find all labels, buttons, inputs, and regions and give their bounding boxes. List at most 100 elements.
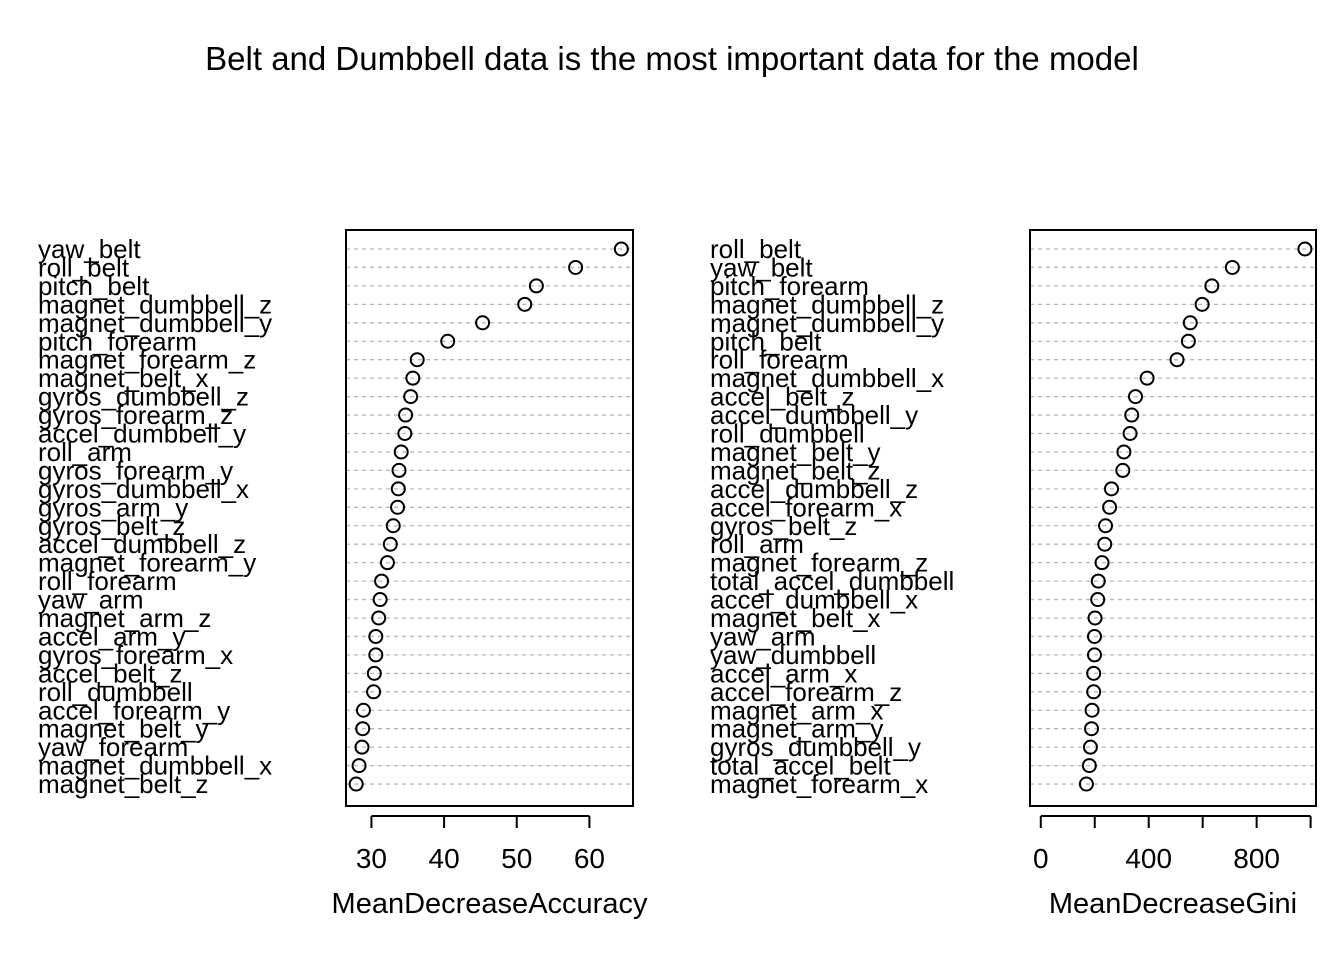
- category-label: magnet_dumbbell_z: [710, 289, 944, 319]
- data-point: [1115, 462, 1131, 478]
- data-point: [1116, 444, 1132, 460]
- category-label: magnet_forearm_z: [38, 345, 256, 375]
- category-label: accel_dumbbell_z: [38, 529, 246, 559]
- category-label: yaw_belt: [38, 234, 141, 264]
- x-axis-title: MeanDecreaseGini: [1049, 888, 1297, 920]
- data-point: [1084, 721, 1100, 737]
- data-point: [1103, 481, 1119, 497]
- data-point: [393, 444, 409, 460]
- category-label: gyros_dumbbell_y: [710, 732, 921, 762]
- category-label: pitch_belt: [38, 271, 150, 301]
- data-point: [613, 241, 629, 257]
- data-point: [1087, 610, 1103, 626]
- x-tick-label: 800: [1233, 843, 1280, 874]
- data-point: [372, 592, 388, 608]
- data-point: [1124, 407, 1140, 423]
- data-point: [1078, 776, 1094, 792]
- category-label: magnet_belt_y: [710, 437, 881, 467]
- data-point: [348, 776, 364, 792]
- category-label: total_accel_belt: [710, 751, 891, 781]
- data-point: [568, 259, 584, 275]
- data-point: [390, 499, 406, 515]
- plot-frame: [345, 229, 634, 807]
- data-point: [1194, 296, 1210, 312]
- data-point: [475, 315, 491, 331]
- category-label: gyros_dumbbell_z: [38, 382, 249, 412]
- category-label: accel_arm_x: [710, 658, 857, 688]
- category-label: total_accel_dumbbell: [710, 566, 954, 596]
- category-label: roll_belt: [38, 252, 130, 282]
- data-point: [351, 758, 367, 774]
- data-point: [1169, 352, 1185, 368]
- data-point: [1224, 259, 1240, 275]
- category-label: pitch_belt: [710, 326, 822, 356]
- category-label: roll_forearm: [710, 345, 849, 375]
- category-label: yaw_dumbbell: [710, 640, 876, 670]
- plot-frame: [1029, 229, 1317, 807]
- data-point: [397, 426, 413, 441]
- category-label: pitch_forearm: [710, 271, 869, 301]
- data-point: [1082, 739, 1098, 755]
- data-point: [1180, 333, 1196, 349]
- category-label: accel_forearm_x: [710, 492, 902, 522]
- data-point: [403, 389, 419, 405]
- category-label: roll_arm: [710, 529, 804, 559]
- category-label: magnet_dumbbell_x: [710, 363, 944, 393]
- data-point: [405, 370, 421, 386]
- category-label: gyros_forearm_z: [38, 400, 233, 430]
- x-tick-label: 60: [574, 843, 605, 874]
- category-label: magnet_arm_y: [710, 714, 883, 744]
- data-point: [1122, 426, 1138, 441]
- category-label: accel_forearm_z: [710, 677, 902, 707]
- data-point: [1081, 758, 1097, 774]
- data-point: [1090, 592, 1106, 608]
- data-point: [354, 739, 370, 755]
- x-axis-title: MeanDecreaseAccuracy: [332, 888, 648, 920]
- category-label: gyros_forearm_y: [38, 455, 233, 485]
- category-label: accel_belt_z: [38, 658, 183, 688]
- category-label: magnet_forearm_x: [710, 769, 928, 799]
- data-point: [1084, 702, 1100, 718]
- data-point: [1102, 499, 1118, 515]
- category-label: magnet_belt_z: [710, 455, 881, 485]
- gini-dotchart-panel: roll_beltyaw_beltpitch_forearmmagnet_dum…: [710, 229, 1317, 920]
- data-point: [1086, 665, 1102, 681]
- data-point: [1139, 370, 1155, 386]
- x-tick-label: 0: [1033, 843, 1049, 874]
- category-label: magnet_forearm_z: [710, 548, 928, 578]
- category-label: yaw_arm: [38, 585, 143, 615]
- data-point: [366, 665, 382, 681]
- category-label: magnet_belt_x: [38, 363, 209, 393]
- data-point: [1182, 315, 1198, 331]
- category-label: magnet_dumbbell_y: [38, 308, 272, 338]
- category-label: roll_forearm: [38, 566, 177, 596]
- data-point: [1297, 241, 1313, 257]
- category-label: pitch_forearm: [38, 326, 197, 356]
- data-point: [1086, 628, 1102, 644]
- x-tick-label: 30: [356, 843, 387, 874]
- data-point: [368, 647, 384, 663]
- x-tick-label: 400: [1125, 843, 1172, 874]
- accuracy-dotchart-panel: yaw_beltroll_beltpitch_beltmagnet_dumbbe…: [38, 229, 648, 920]
- category-label: gyros_belt_z: [38, 511, 185, 541]
- category-label: yaw_arm: [710, 621, 815, 651]
- category-label: magnet_arm_z: [38, 603, 211, 633]
- data-point: [355, 702, 371, 718]
- data-point: [1090, 573, 1106, 589]
- data-point: [355, 721, 371, 737]
- data-point: [398, 407, 414, 423]
- data-point: [1098, 518, 1114, 534]
- data-point: [528, 278, 544, 294]
- category-label: accel_dumbbell_z: [710, 474, 918, 504]
- data-point: [409, 352, 425, 368]
- data-point: [1094, 555, 1110, 571]
- category-label: magnet_belt_x: [710, 603, 881, 633]
- category-label: yaw_forearm: [38, 732, 188, 762]
- category-label: accel_belt_z: [710, 382, 855, 412]
- x-tick-label: 50: [501, 843, 532, 874]
- category-label: magnet_dumbbell_z: [38, 289, 272, 319]
- data-point: [440, 333, 456, 349]
- category-label: gyros_arm_y: [38, 492, 188, 522]
- category-label: gyros_forearm_x: [38, 640, 233, 670]
